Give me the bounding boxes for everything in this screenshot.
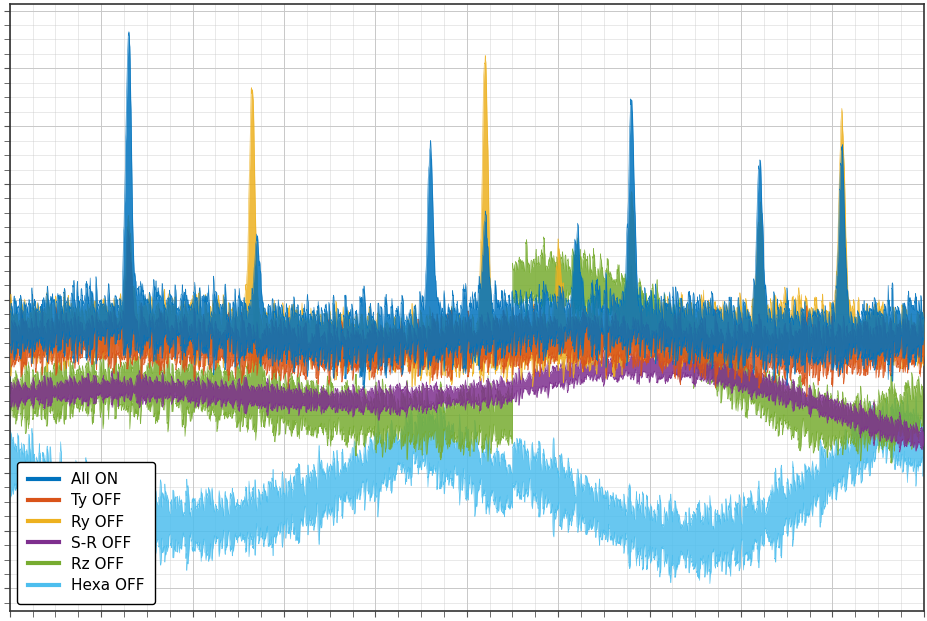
Legend: All ON, Ty OFF, Ry OFF, S-R OFF, Rz OFF, Hexa OFF: All ON, Ty OFF, Ry OFF, S-R OFF, Rz OFF,… bbox=[18, 461, 155, 604]
